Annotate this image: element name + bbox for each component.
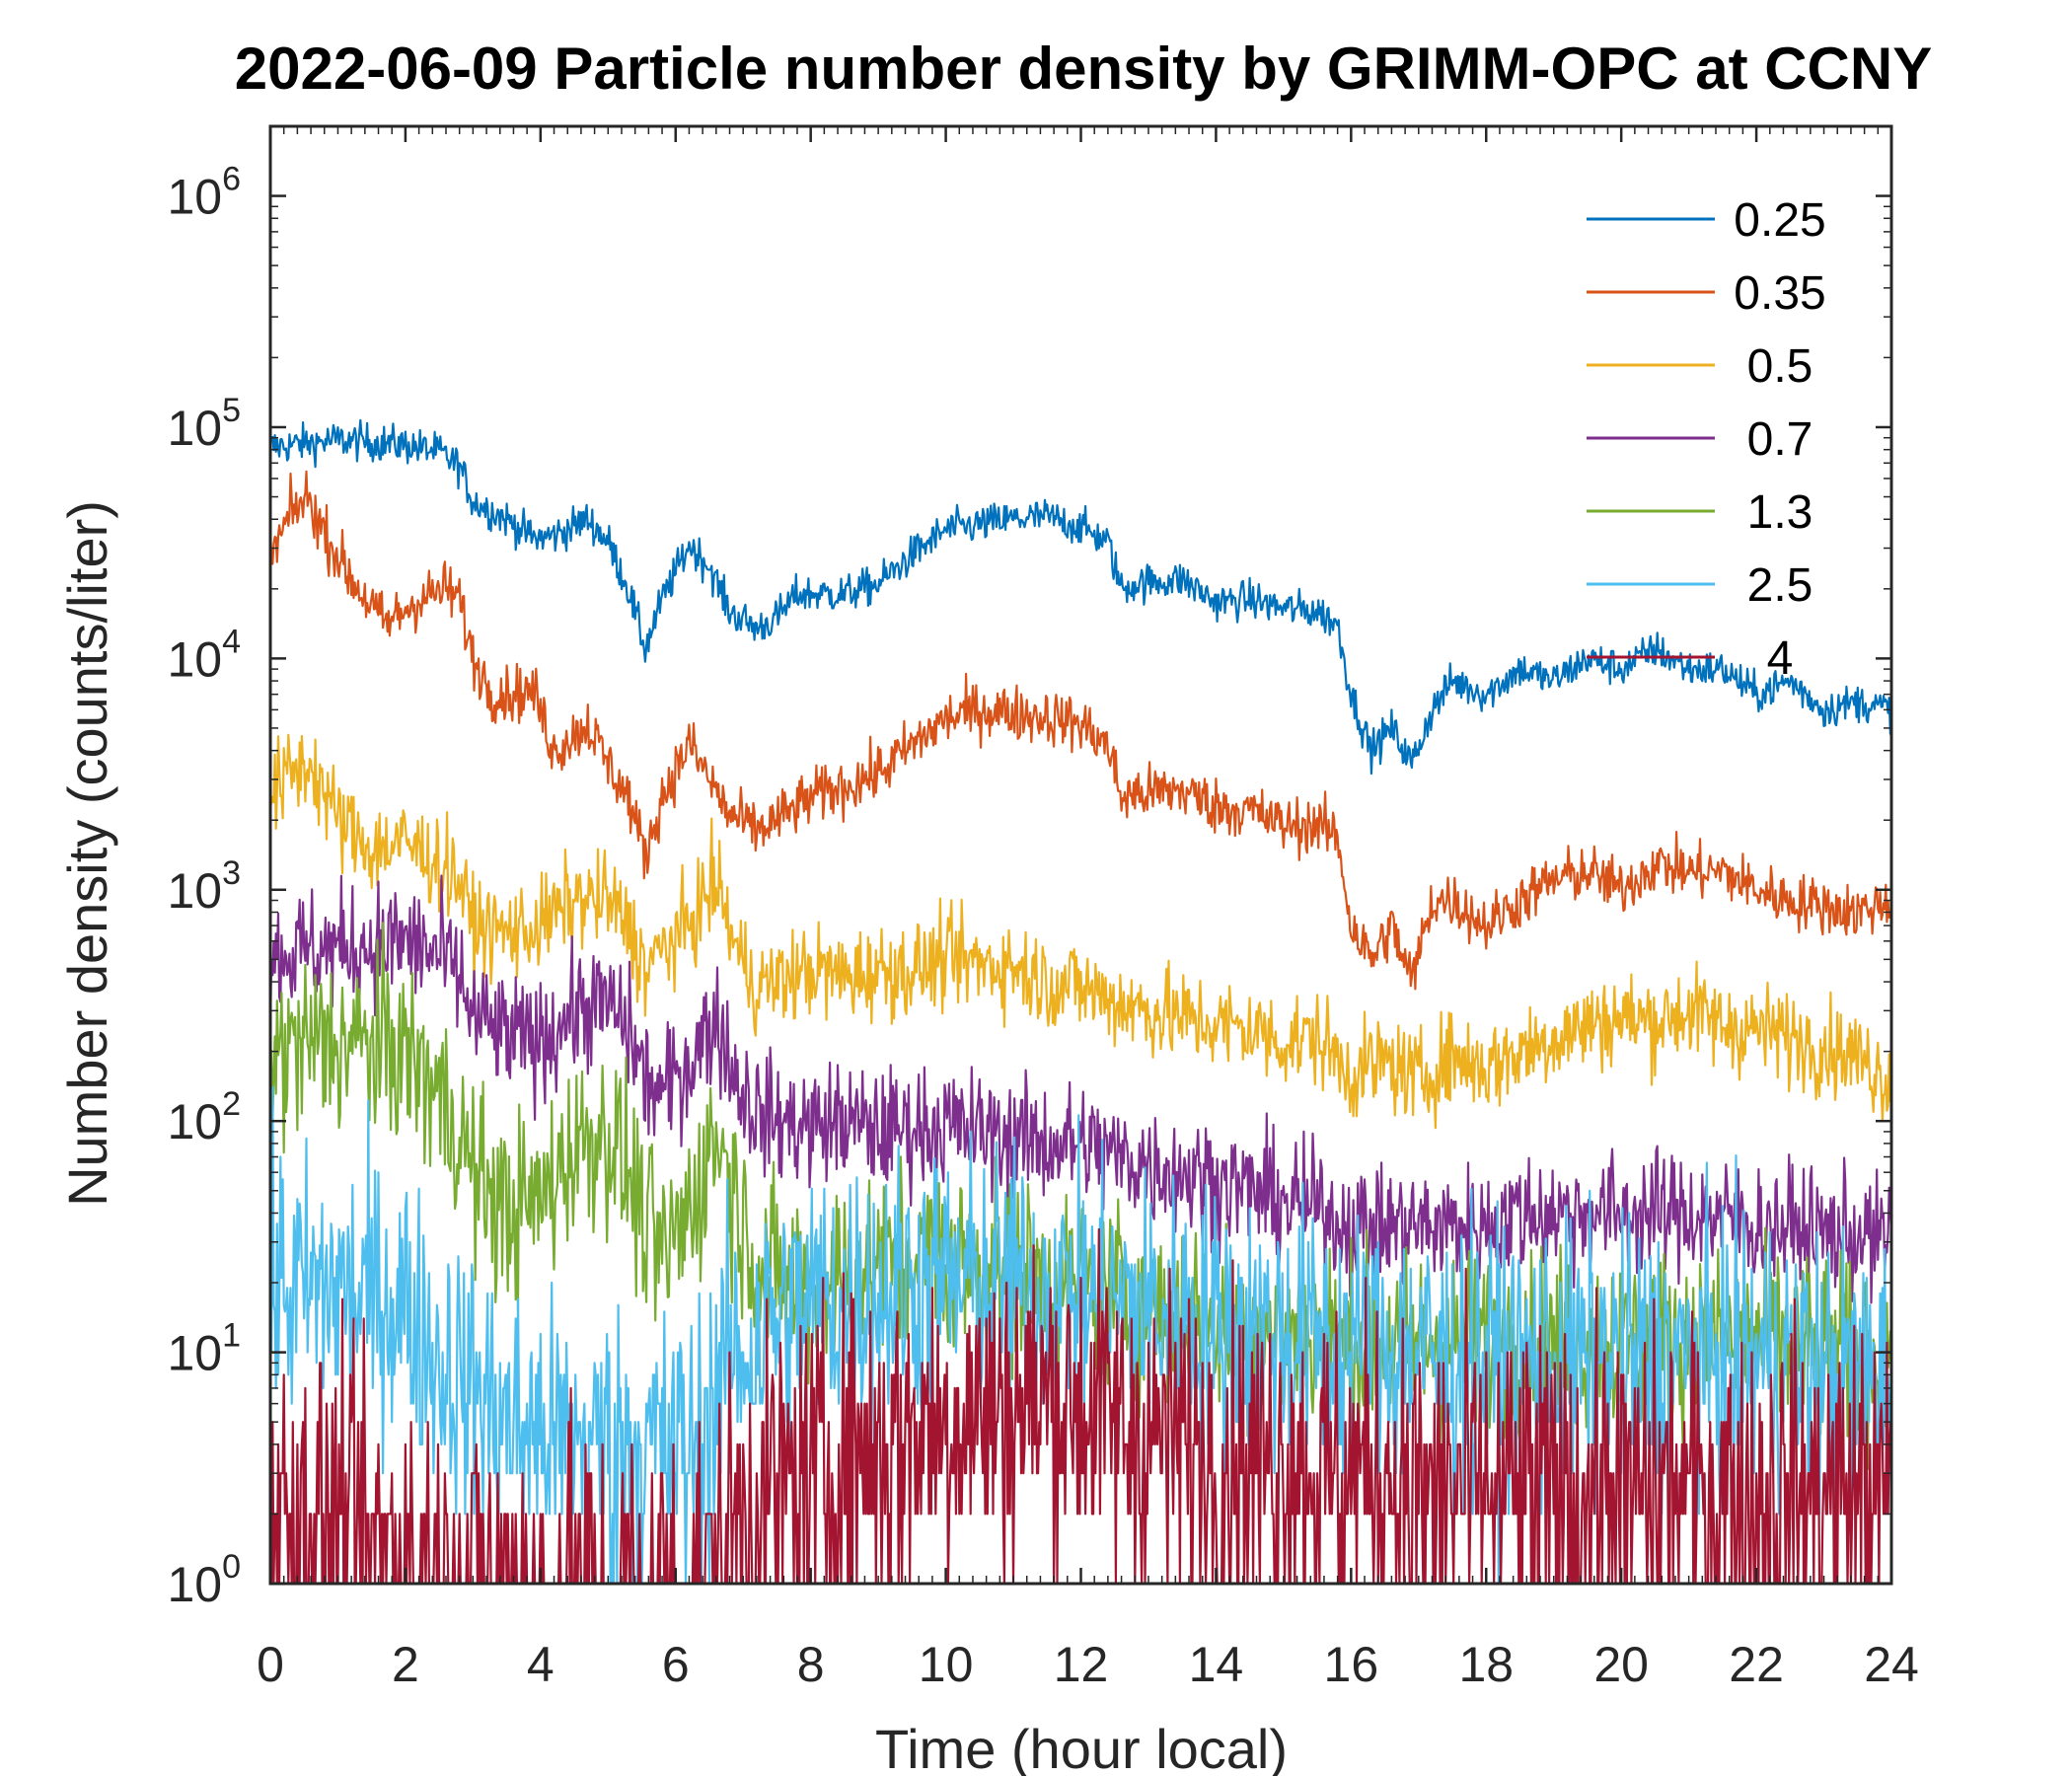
legend: 0.25 0.35 0.5 0.7 1.3 2.5 4 xyxy=(1587,194,1826,685)
chart-title: 2022-06-09 Particle number density by GR… xyxy=(235,36,1933,102)
y-tick-label: 101 xyxy=(167,1317,241,1381)
series-layer xyxy=(270,418,1891,1584)
x-tick-label: 20 xyxy=(1593,1637,1649,1692)
legend-label: 0.35 xyxy=(1734,267,1825,320)
x-tick-label: 24 xyxy=(1864,1637,1919,1692)
legend-label: 4 xyxy=(1767,632,1794,685)
series-line-4 xyxy=(270,1227,1891,1584)
x-tick-label: 22 xyxy=(1729,1637,1784,1692)
legend-label: 1.3 xyxy=(1747,486,1813,539)
x-tick-label: 4 xyxy=(527,1637,555,1692)
y-tick-label: 105 xyxy=(167,392,241,456)
series-line-0-25 xyxy=(270,418,1891,776)
legend-label: 0.5 xyxy=(1747,340,1813,393)
legend-label: 0.7 xyxy=(1747,413,1813,466)
x-tick-label: 14 xyxy=(1189,1637,1244,1692)
x-tick-label: 0 xyxy=(257,1637,284,1692)
plot-frame xyxy=(268,124,1893,1586)
x-tick-label: 6 xyxy=(662,1637,690,1692)
series-line-0-5 xyxy=(270,733,1891,1130)
x-tick-label: 2 xyxy=(392,1637,419,1692)
y-tick-label: 102 xyxy=(167,1085,241,1149)
y-tick-label: 104 xyxy=(167,623,241,687)
tick-labels: 0 2 4 6 8 10 12 14 16 18 20 22 241001011021031041051… xyxy=(167,161,1918,1692)
x-axis-label: Time (hour local) xyxy=(875,1718,1288,1776)
y-tick-label: 103 xyxy=(167,854,241,919)
x-tick-label: 16 xyxy=(1324,1637,1379,1692)
series-line-0-35 xyxy=(270,470,1891,991)
x-tick-label: 8 xyxy=(797,1637,825,1692)
x-tick-label: 18 xyxy=(1458,1637,1514,1692)
x-tick-label: 12 xyxy=(1054,1637,1109,1692)
legend-label: 2.5 xyxy=(1747,559,1813,612)
y-tick-label: 100 xyxy=(167,1548,241,1612)
y-axis-label: Number density (counts/liter) xyxy=(56,500,118,1207)
x-tick-label: 10 xyxy=(919,1637,974,1692)
y-tick-label: 106 xyxy=(167,161,241,225)
legend-label: 0.25 xyxy=(1734,194,1825,247)
